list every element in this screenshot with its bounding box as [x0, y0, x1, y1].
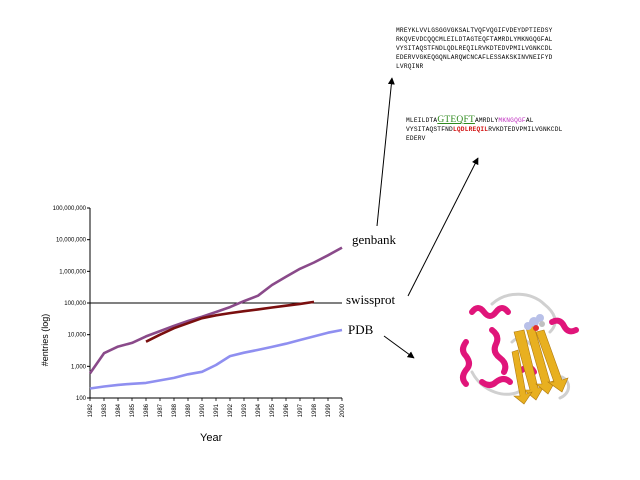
sequence-line: RKQVEVDCQQCMLEILDTAGTEQFTAMRDLYMKNGQGFAL — [396, 36, 553, 43]
x-tick-label: 1982 — [88, 403, 94, 417]
label-pdb: PDB — [348, 322, 374, 337]
x-tick-label: 1994 — [256, 403, 262, 417]
sequence-line: EDERVVGKEQGQNLARQWCNCAFLESSAKSKINVNEIFYD — [396, 54, 553, 61]
chart-axes: 100 1,000 10,000 100,000 1,000,000 10,000,000… — [53, 206, 346, 417]
y-tick-label: 10,000 — [68, 333, 87, 339]
sequence-line: LVRQINR — [396, 63, 424, 70]
x-tick-label: 1997 — [298, 403, 304, 417]
x-tick-label: 1986 — [144, 403, 150, 417]
x-tick-label: 1995 — [270, 403, 276, 417]
label-swissprot: swissprot — [346, 292, 396, 307]
chart-series — [88, 246, 343, 390]
x-tick-label: 1996 — [284, 403, 290, 417]
x-axis-title: Year — [200, 432, 223, 444]
x-tick-label: 1990 — [200, 403, 206, 417]
series-line-pdb — [89, 328, 343, 390]
x-tick-label: 1992 — [228, 403, 234, 417]
coil-segments — [470, 292, 570, 400]
motif-red: LQDLREQIL — [452, 126, 489, 133]
x-tick-label: 1998 — [312, 403, 318, 417]
fragment-text: MLEILDTA — [406, 117, 438, 124]
protein-structure-image — [460, 292, 579, 405]
label-genbank: genbank — [352, 232, 397, 247]
y-tick-label: 100,000 — [64, 301, 86, 307]
x-tick-label: 1988 — [172, 403, 178, 417]
x-tick-label: 1991 — [214, 403, 220, 417]
x-tick-label: 1983 — [102, 403, 108, 417]
genbank-sequence-text: MREYKLVVLGSGGVGKSALTVQFVQGIFVDEYDPTIEDSY… — [396, 26, 553, 71]
arrow-pdb-to-structure — [383, 335, 415, 359]
y-tick-label: 1,000,000 — [59, 269, 86, 275]
sheet-segments — [511, 325, 569, 405]
y-axis-title: #entries (log) — [40, 313, 50, 367]
x-tick-label: 1993 — [242, 403, 248, 417]
motif-green: GTEQFT — [437, 115, 475, 125]
x-tick-label: 1985 — [130, 403, 136, 417]
y-tick-label: 100,000,000 — [53, 206, 87, 212]
annotation-arrows — [376, 77, 479, 359]
sequence-line: MREYKLVVLGSGGVGKSALTVQFVQGIFVDEYDPTIEDSY — [396, 27, 553, 34]
x-tick-label: 1999 — [326, 403, 332, 417]
fragment-text: VYSITAQSTFND — [406, 126, 453, 133]
x-tick-label: 2000 — [340, 403, 346, 417]
arrow-genbank-to-full-sequence — [376, 77, 395, 227]
x-tick-label: 1987 — [158, 403, 164, 417]
x-tick-label: 1989 — [186, 403, 192, 417]
fragment-text: RVKDTEDVPMILVGNKCDL — [488, 126, 563, 133]
y-tick-label: 1,000 — [71, 364, 87, 370]
motif-magenta: MKNGQGF — [498, 117, 526, 124]
x-tick-label: 1984 — [116, 403, 122, 417]
swissprot-annotated-fragment: MLEILDTAGTEQFTAMRDLYMKNGQGFAL VYSITAQSTF… — [406, 115, 563, 143]
ligand-spheres — [524, 314, 545, 331]
arrow-swissprot-to-fragment — [407, 157, 479, 297]
y-tick-label: 100 — [76, 396, 87, 402]
fragment-text: AL — [525, 117, 534, 124]
series-line-swissprot — [145, 300, 315, 343]
fragment-text: AMRDLY — [474, 117, 499, 124]
sequence-line: VYSITAQSTFNDLQDLREQILRVKDTEDVPMILVGNKCDL — [396, 45, 553, 52]
y-tick-label: 10,000,000 — [56, 238, 87, 244]
helix-segments — [460, 305, 579, 388]
fragment-text: EDERV — [406, 135, 426, 142]
series-line-genbank — [88, 246, 343, 375]
